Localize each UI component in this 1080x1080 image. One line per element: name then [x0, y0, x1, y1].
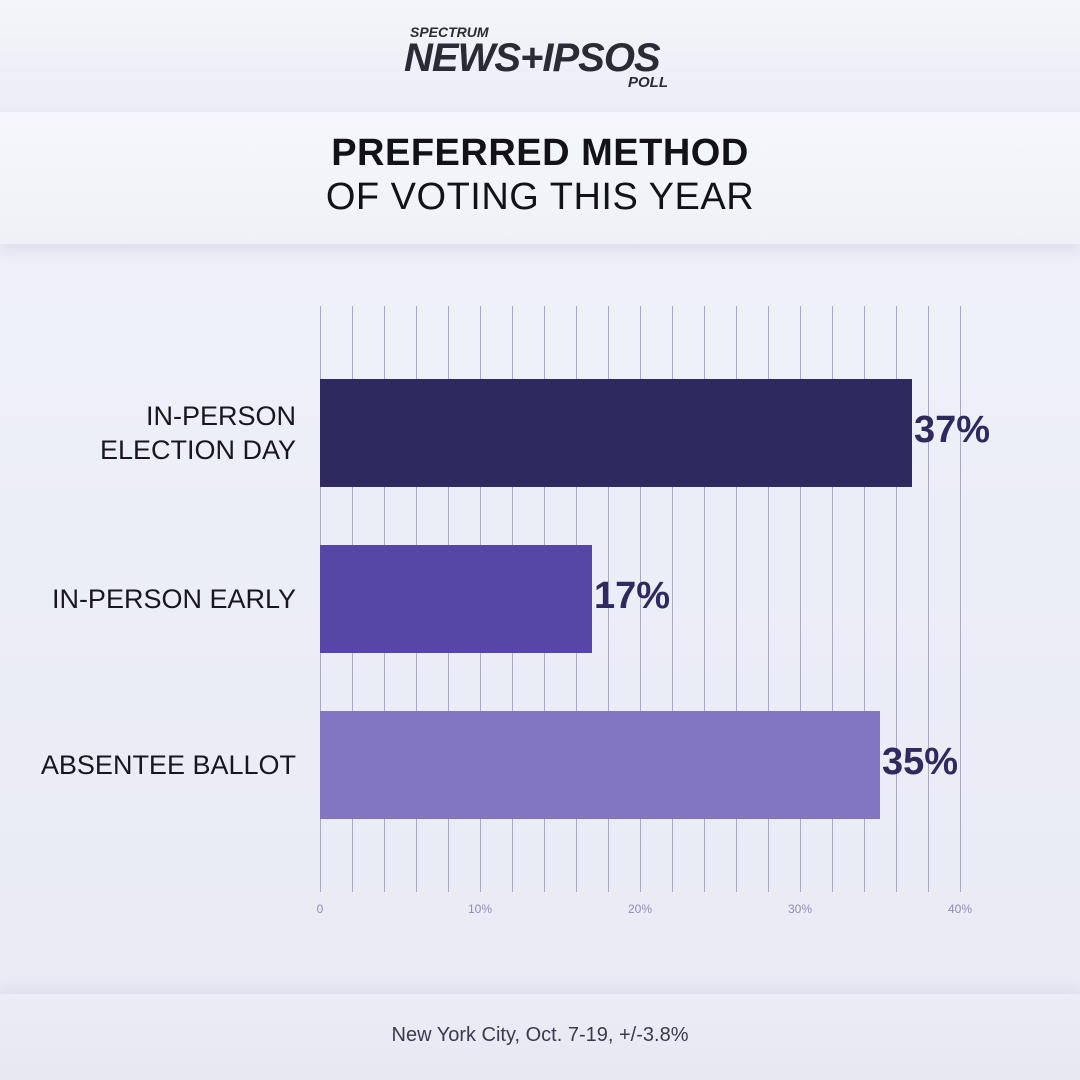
category-label-line: ABSENTEE BALLOT — [40, 750, 296, 780]
x-tick-label: 40% — [947, 902, 973, 916]
x-tick-label: 30% — [787, 902, 813, 916]
spectrum-news-ipsos-logo: SPECTRUM NEWS+IPSOS POLL — [0, 22, 1080, 92]
gridline — [640, 306, 641, 892]
bar-value-label: 35% — [882, 741, 959, 783]
bar — [320, 545, 592, 653]
gridline — [864, 306, 865, 892]
logo-spectrum-text: SPECTRUM — [410, 24, 489, 40]
gridline — [832, 306, 833, 892]
gridline — [768, 306, 769, 892]
x-tick-label: 10% — [467, 902, 493, 916]
gridline — [704, 306, 705, 892]
category-label-line: ELECTION DAY — [99, 435, 296, 465]
category-label-line: IN-PERSON — [145, 401, 296, 431]
bar — [320, 379, 912, 487]
category-label: ABSENTEE BALLOT — [0, 748, 296, 782]
bar-value-label: 17% — [594, 575, 671, 617]
bar-value-label: 37% — [914, 409, 991, 451]
gridline — [736, 306, 737, 892]
logo-news-ipsos-text: NEWS+IPSOS — [404, 36, 661, 80]
gridline — [608, 306, 609, 892]
chart-plot-area: 0 10% 20% 30% 40% 37% IN-PERSON ELECTION DAY 17%… — [0, 244, 1080, 994]
bar-chart: 0 10% 20% 30% 40% 37% IN-PERSON ELECTION DAY 17%… — [0, 244, 1080, 994]
category-label-line: IN-PERSON EARLY — [51, 584, 296, 614]
title-band: PREFERRED METHOD OF VOTING THIS YEAR — [0, 112, 1080, 244]
gridline — [896, 306, 897, 892]
logo-poll-text: POLL — [628, 74, 668, 91]
chart-title-line2: OF VOTING THIS YEAR — [325, 176, 755, 218]
logo-band: SPECTRUM NEWS+IPSOS POLL — [0, 0, 1080, 112]
bar — [320, 711, 880, 819]
chart-title-line1: PREFERRED METHOD — [331, 132, 749, 174]
category-label: IN-PERSON ELECTION DAY — [0, 399, 296, 467]
category-label: IN-PERSON EARLY — [0, 582, 296, 616]
x-tick-label: 0 — [316, 902, 324, 916]
gridline — [800, 306, 801, 892]
gridline — [960, 306, 961, 892]
footer-band: New York City, Oct. 7-19, +/-3.8% — [0, 994, 1080, 1080]
x-tick-label: 20% — [627, 902, 653, 916]
gridline — [928, 306, 929, 892]
gridline — [672, 306, 673, 892]
footer-note: New York City, Oct. 7-19, +/-3.8% — [391, 1024, 689, 1046]
